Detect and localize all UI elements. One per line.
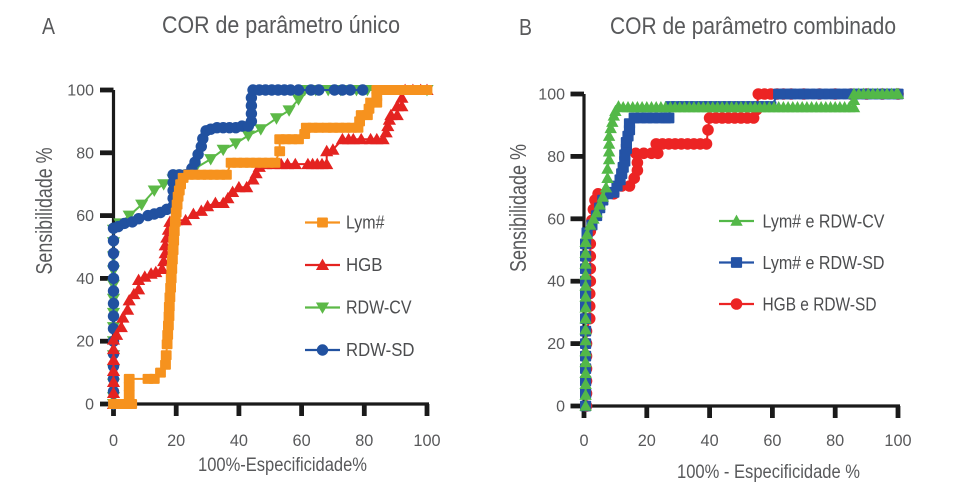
svg-text:A: A [42, 13, 56, 39]
svg-text:100%-Especificidade%: 100%-Especificidade% [198, 455, 367, 476]
svg-text:80: 80 [355, 432, 373, 450]
svg-text:20: 20 [76, 334, 94, 351]
svg-text:0: 0 [85, 397, 94, 414]
svg-text:COR de parâmetro combinado: COR de parâmetro combinado [610, 13, 896, 40]
svg-text:40: 40 [701, 432, 719, 450]
svg-text:40: 40 [76, 271, 94, 288]
svg-text:0: 0 [556, 399, 565, 416]
svg-text:60: 60 [76, 208, 94, 225]
svg-text:Lym# e RDW-CV: Lym# e RDW-CV [763, 211, 886, 232]
svg-text:RDW-CV: RDW-CV [346, 298, 412, 318]
svg-text:80: 80 [76, 145, 94, 162]
svg-text:RDW-SD: RDW-SD [346, 340, 415, 360]
svg-text:100% - Especificidade %: 100% - Especificidade % [677, 462, 860, 483]
svg-text:60: 60 [763, 432, 781, 450]
svg-text:0: 0 [579, 432, 588, 450]
svg-text:100: 100 [67, 83, 94, 100]
svg-text:20: 20 [167, 432, 185, 450]
svg-text:20: 20 [638, 432, 656, 450]
svg-text:40: 40 [547, 274, 565, 291]
svg-text:80: 80 [826, 432, 844, 450]
svg-text:100: 100 [884, 432, 911, 450]
svg-text:40: 40 [230, 432, 248, 450]
svg-text:Lym#: Lym# [346, 213, 385, 233]
svg-text:Sensibilidade %: Sensibilidade % [505, 144, 531, 272]
svg-text:COR de parâmetro único: COR de parâmetro único [162, 12, 400, 39]
svg-text:Sensibilidade %: Sensibilidade % [31, 148, 57, 275]
svg-text:80: 80 [547, 149, 565, 166]
svg-text:HGB: HGB [346, 255, 383, 275]
svg-text:B: B [519, 14, 532, 40]
svg-text:Lym# e RDW-SD: Lym# e RDW-SD [763, 252, 885, 273]
svg-text:100: 100 [538, 87, 565, 104]
svg-text:HGB e RDW-SD: HGB e RDW-SD [763, 294, 877, 315]
svg-text:60: 60 [547, 211, 565, 228]
svg-text:100: 100 [413, 432, 440, 450]
svg-text:20: 20 [547, 336, 565, 353]
svg-text:0: 0 [109, 432, 118, 450]
svg-text:60: 60 [293, 432, 311, 450]
